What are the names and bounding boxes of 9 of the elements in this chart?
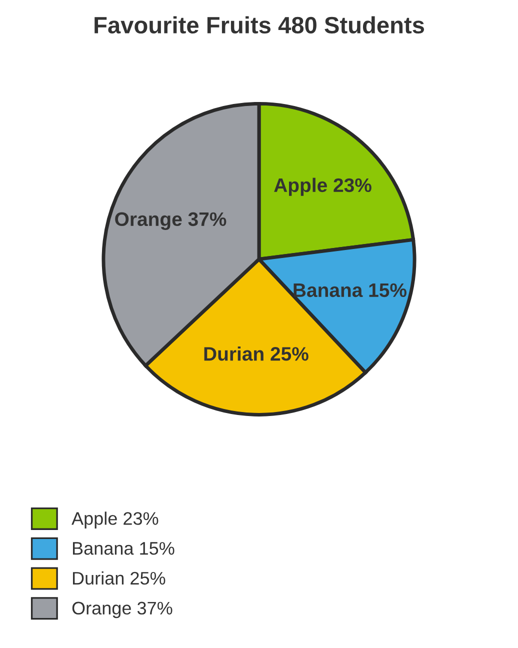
legend-label: Durian 25% (72, 571, 166, 585)
legend-label: Orange 37% (72, 602, 172, 618)
legend-label: Banana 15% (72, 542, 174, 555)
slice-label: Orange 37% (115, 212, 226, 230)
slice-label: Apple 23% (274, 178, 372, 196)
chart-title: Favourite Fruits 480 Students (94, 16, 424, 34)
slice-label: Durian 25% (204, 346, 308, 361)
slice-label: Banana 15% (294, 283, 406, 298)
legend-label: Apple 23% (72, 512, 158, 528)
